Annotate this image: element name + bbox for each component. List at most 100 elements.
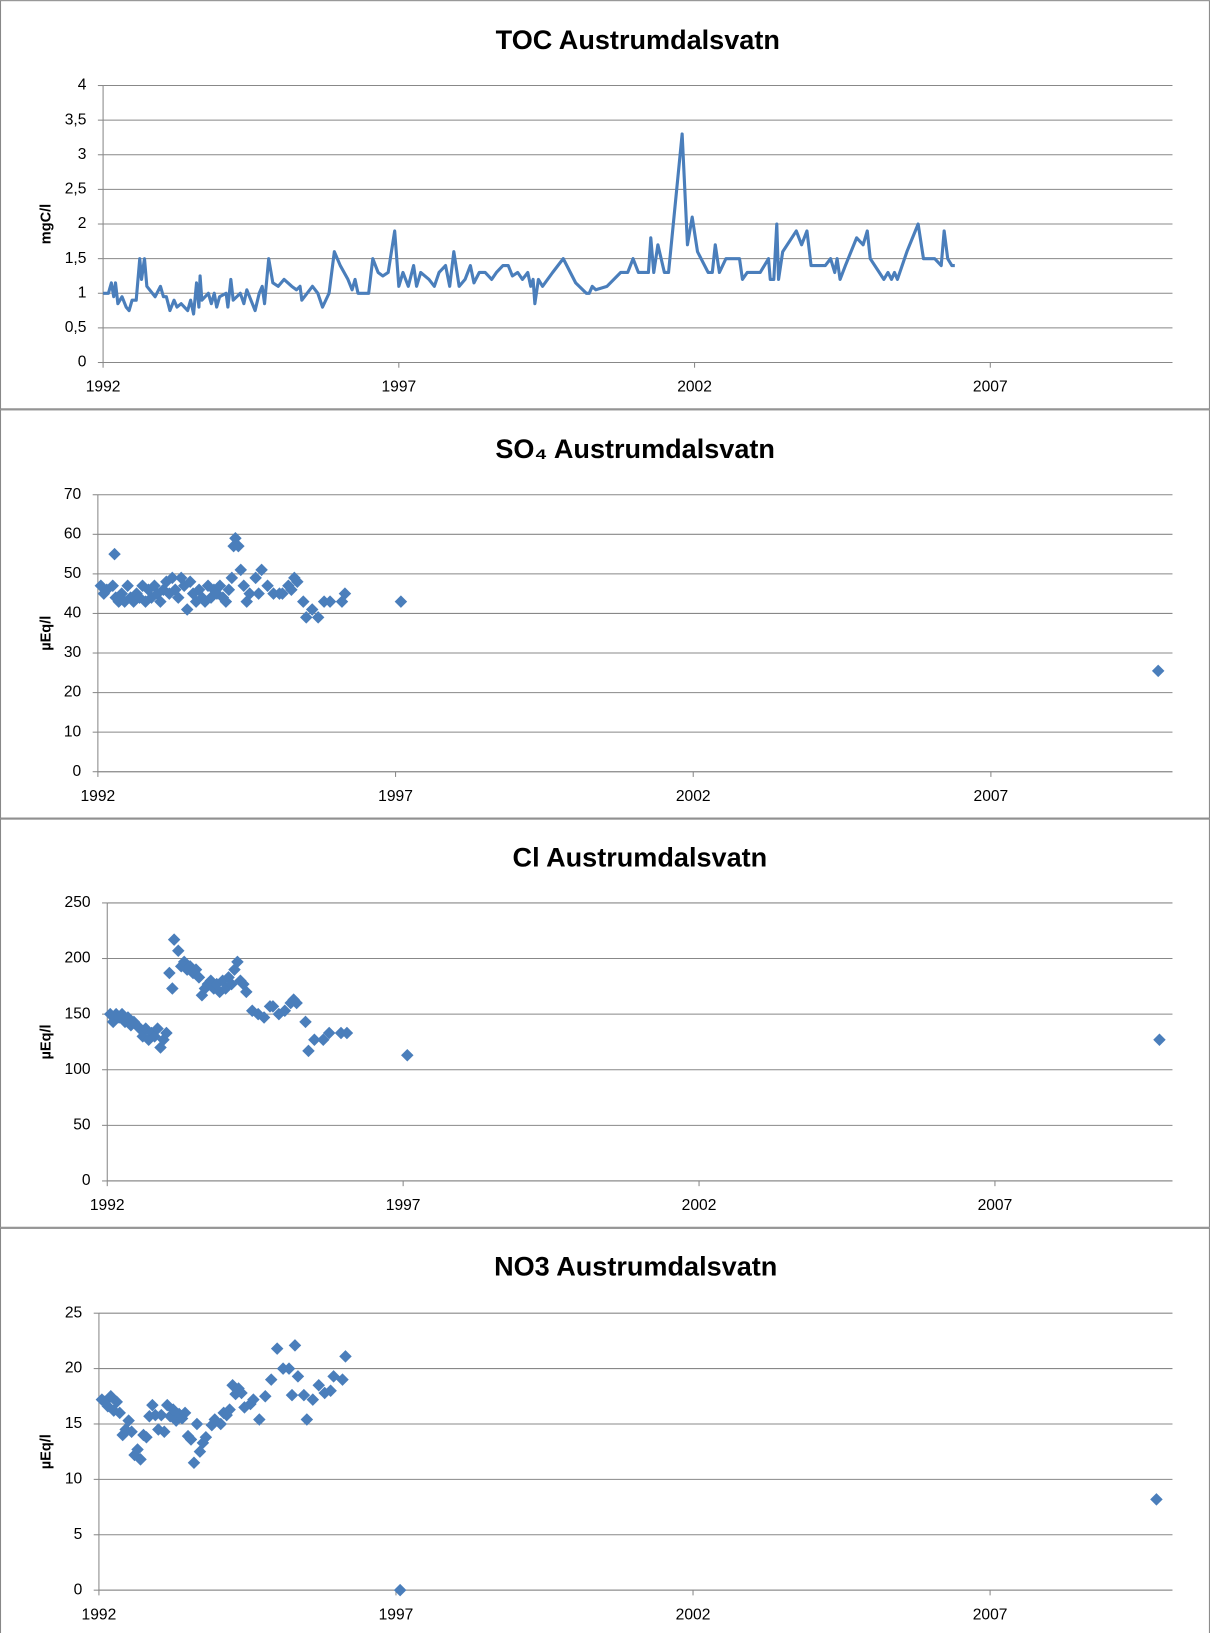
chart-panel: NO3 Austrumdalsvatn µEq/l 0 5 10 15 20 25 1992 19… bbox=[0, 1227, 1210, 1633]
x-tick-label: 2002 bbox=[676, 788, 711, 805]
data-point bbox=[285, 583, 298, 596]
data-point bbox=[222, 583, 236, 596]
data-point bbox=[184, 1433, 198, 1446]
data-point bbox=[146, 1398, 159, 1412]
x-tick-label: 1997 bbox=[379, 1606, 414, 1623]
x-tick-label: 1997 bbox=[381, 379, 416, 396]
data-point bbox=[338, 587, 352, 600]
panel-border bbox=[0, 1227, 1210, 1633]
y-tick-label: 30 bbox=[64, 644, 82, 661]
data-point bbox=[121, 579, 134, 593]
data-line bbox=[103, 132, 955, 316]
data-point bbox=[237, 579, 250, 593]
data-point bbox=[225, 571, 239, 585]
data-point bbox=[270, 1342, 284, 1355]
x-tick-label: 2002 bbox=[676, 1606, 711, 1623]
y-tick-label: 10 bbox=[65, 1470, 83, 1487]
y-axis-label: mgC/l bbox=[39, 204, 55, 244]
y-tick-label: 0 bbox=[73, 763, 82, 780]
data-point bbox=[261, 579, 274, 593]
y-tick-label: 20 bbox=[64, 684, 82, 701]
y-tick-label: 20 bbox=[65, 1360, 83, 1377]
data-point bbox=[340, 1026, 354, 1040]
data-point bbox=[291, 575, 304, 589]
data-point bbox=[190, 1417, 204, 1431]
y-axis-label: µEq/l bbox=[39, 1434, 55, 1469]
x-tick-label: 1997 bbox=[386, 1197, 421, 1214]
data-point bbox=[213, 579, 227, 593]
chart-title: NO3 Austrumdalsvatn bbox=[494, 1251, 777, 1282]
y-tick-label: 0,5 bbox=[65, 319, 87, 336]
y-tick-label: 10 bbox=[64, 723, 82, 740]
data-point bbox=[1153, 1033, 1166, 1046]
y-axis-label: µEq/l bbox=[39, 1024, 55, 1059]
data-point bbox=[276, 587, 289, 600]
y-tick-label: 0 bbox=[82, 1172, 91, 1189]
panel-border bbox=[0, 818, 1210, 1228]
y-tick-label: 200 bbox=[65, 950, 91, 967]
y-axis-label: µEq/l bbox=[39, 616, 55, 651]
data-point bbox=[247, 1393, 260, 1406]
y-tick-label: 15 bbox=[65, 1415, 83, 1432]
data-point bbox=[231, 955, 244, 969]
x-tick-label: 2007 bbox=[978, 1197, 1013, 1214]
data-point bbox=[288, 1339, 302, 1352]
data-point bbox=[317, 1033, 330, 1046]
x-tick-label: 2007 bbox=[973, 1606, 1008, 1623]
data-point bbox=[183, 575, 197, 589]
x-tick-label: 2007 bbox=[974, 788, 1009, 805]
data-point bbox=[125, 1425, 138, 1438]
data-point bbox=[266, 1000, 280, 1013]
data-point bbox=[308, 1033, 321, 1046]
panel-border bbox=[0, 0, 1210, 410]
x-tick-label: 2007 bbox=[973, 379, 1008, 396]
y-tick-label: 40 bbox=[64, 605, 82, 622]
data-point bbox=[285, 1388, 299, 1402]
y-tick-label: 70 bbox=[64, 486, 82, 503]
y-tick-label: 50 bbox=[73, 1116, 91, 1133]
data-point bbox=[394, 595, 408, 608]
y-tick-label: 0 bbox=[74, 1581, 83, 1598]
x-tick-label: 2002 bbox=[682, 1197, 717, 1214]
data-point bbox=[127, 1015, 141, 1029]
y-tick-label: 1,5 bbox=[65, 250, 87, 267]
y-tick-label: 100 bbox=[65, 1061, 91, 1078]
x-tick-label: 2002 bbox=[677, 379, 712, 396]
data-point bbox=[1151, 664, 1165, 678]
data-point bbox=[297, 595, 310, 608]
data-point bbox=[306, 1393, 320, 1406]
data-point bbox=[291, 1370, 305, 1383]
data-point bbox=[322, 1026, 336, 1040]
y-tick-label: 4 bbox=[78, 77, 87, 94]
data-point bbox=[253, 1413, 266, 1426]
chart-panel: TOC Austrumdalsvatn mgC/l 0 0,5 1 1,5 2 2,5 3 3,5… bbox=[0, 0, 1210, 410]
data-point bbox=[305, 603, 319, 616]
chart-title: TOC Austrumdalsvatn bbox=[496, 24, 780, 55]
y-tick-label: 150 bbox=[65, 1005, 91, 1022]
data-point bbox=[290, 996, 303, 1010]
x-tick-label: 1992 bbox=[81, 788, 116, 805]
data-point bbox=[232, 539, 245, 553]
x-tick-label: 1992 bbox=[82, 1606, 117, 1623]
data-point bbox=[131, 1443, 144, 1456]
chart-panel: SO₄ Austrumdalsvatn µEq/l 0 10 20 30 40 50 60 70 1… bbox=[0, 409, 1210, 819]
data-point bbox=[172, 591, 185, 604]
data-point bbox=[122, 1414, 135, 1427]
y-tick-label: 3 bbox=[78, 146, 87, 163]
data-point bbox=[160, 1026, 173, 1040]
y-tick-label: 2,5 bbox=[65, 181, 87, 198]
y-tick-label: 2 bbox=[78, 215, 87, 232]
y-tick-label: 60 bbox=[64, 525, 82, 542]
data-point bbox=[106, 579, 120, 593]
data-point bbox=[336, 1373, 349, 1386]
data-point bbox=[252, 587, 265, 600]
chart-panel: Cl Austrumdalsvatn µEq/l 0 50 100 150 200 250 19… bbox=[0, 818, 1210, 1228]
data-point bbox=[234, 563, 248, 577]
data-point bbox=[219, 595, 233, 608]
data-point bbox=[110, 1395, 123, 1409]
x-tick-label: 1992 bbox=[90, 1197, 125, 1214]
data-point bbox=[134, 1453, 147, 1466]
y-tick-label: 250 bbox=[65, 894, 91, 911]
